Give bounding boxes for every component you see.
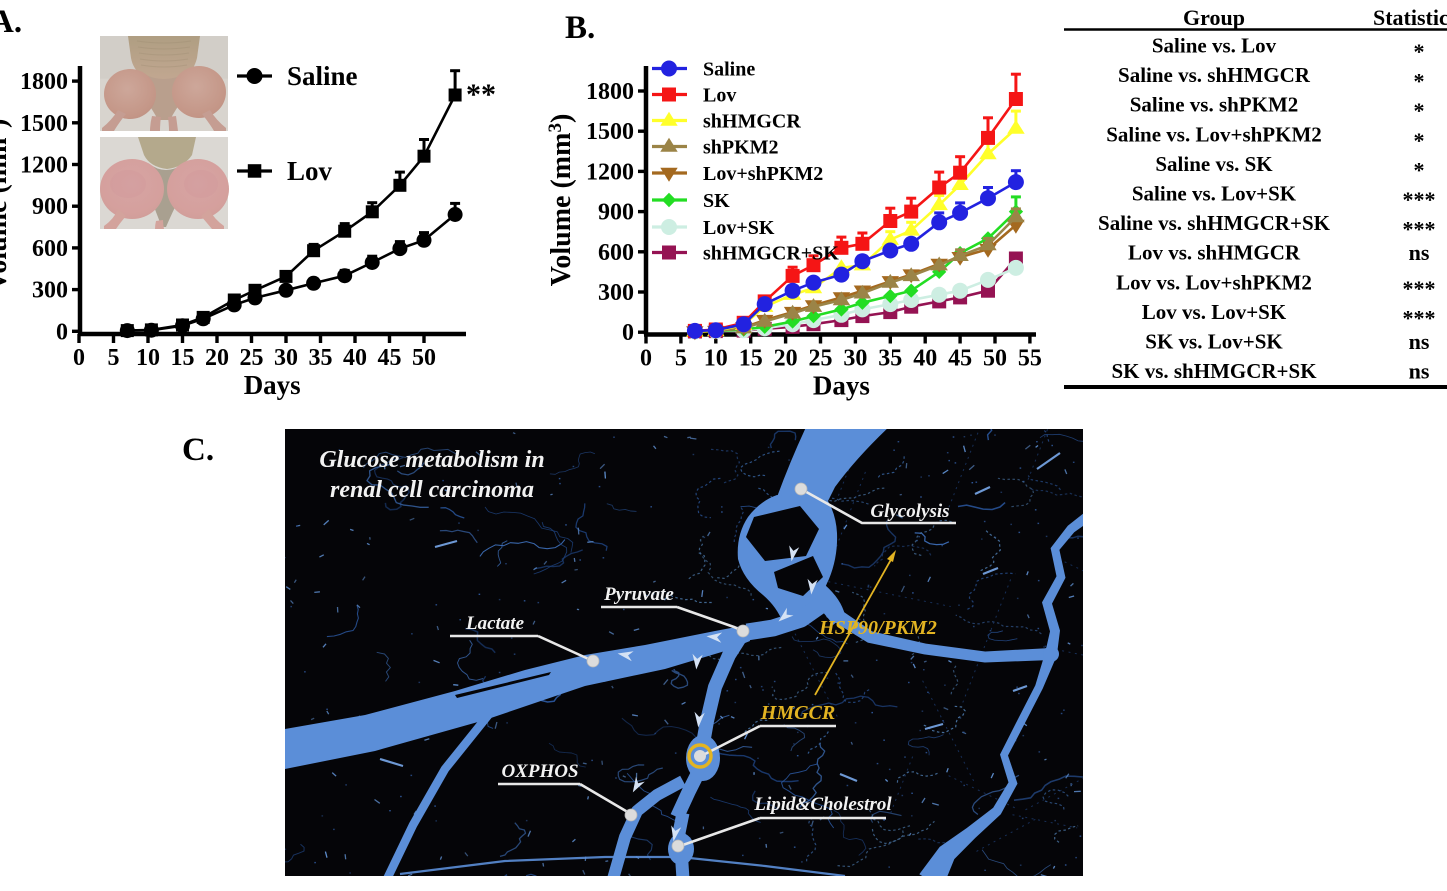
svg-text:ns: ns xyxy=(1409,240,1430,265)
svg-text:50: 50 xyxy=(412,345,436,371)
svg-text:Days: Days xyxy=(244,370,301,400)
svg-text:shHMGCR: shHMGCR xyxy=(703,111,801,133)
svg-text:Saline: Saline xyxy=(287,61,358,91)
svg-text:***: *** xyxy=(1403,305,1436,330)
svg-text:900: 900 xyxy=(32,194,68,220)
svg-text:45: 45 xyxy=(948,346,972,372)
svg-text:25: 25 xyxy=(240,345,264,371)
svg-text:600: 600 xyxy=(598,240,634,266)
svg-text:25: 25 xyxy=(809,346,833,372)
svg-text:40: 40 xyxy=(343,345,367,371)
svg-text:HSP90/PKM2: HSP90/PKM2 xyxy=(818,617,937,639)
svg-text:300: 300 xyxy=(32,278,68,304)
svg-text:Volume (mm3): Volume (mm3) xyxy=(545,114,577,287)
svg-text:Lov: Lov xyxy=(703,85,736,107)
svg-text:600: 600 xyxy=(32,236,68,262)
svg-text:renal cell carcinoma: renal cell carcinoma xyxy=(330,477,534,503)
svg-text:Group: Group xyxy=(1183,5,1245,30)
svg-text:Saline vs. Lov+shPKM2: Saline vs. Lov+shPKM2 xyxy=(1106,122,1322,146)
svg-text:35: 35 xyxy=(878,346,902,372)
svg-text:20: 20 xyxy=(205,345,229,371)
svg-text:Saline vs. shHMGCR+SK: Saline vs. shHMGCR+SK xyxy=(1098,211,1331,235)
svg-text:OXPHOS: OXPHOS xyxy=(501,761,578,782)
svg-text:HMGCR: HMGCR xyxy=(760,702,835,724)
svg-text:Days: Days xyxy=(813,371,870,401)
svg-text:Saline vs. SK: Saline vs. SK xyxy=(1155,152,1273,176)
svg-text:Lactate: Lactate xyxy=(465,613,525,634)
svg-text:45: 45 xyxy=(378,345,402,371)
svg-text:*: * xyxy=(1414,128,1425,153)
svg-text:Lov vs. Lov+SK: Lov vs. Lov+SK xyxy=(1142,300,1287,324)
svg-text:Saline vs. shHMGCR: Saline vs. shHMGCR xyxy=(1118,63,1311,87)
svg-text:Glucose metabolism in: Glucose metabolism in xyxy=(319,447,544,473)
svg-text:0: 0 xyxy=(56,319,68,345)
svg-text:***: *** xyxy=(1403,276,1436,301)
svg-text:1800: 1800 xyxy=(20,69,68,95)
svg-text:Lov+shPKM2: Lov+shPKM2 xyxy=(703,163,823,185)
svg-text:35: 35 xyxy=(309,345,333,371)
svg-text:Lov+SK: Lov+SK xyxy=(703,217,775,239)
svg-text:1200: 1200 xyxy=(20,153,68,179)
svg-text:0: 0 xyxy=(640,346,652,372)
svg-text:0: 0 xyxy=(73,345,85,371)
svg-text:ns: ns xyxy=(1409,329,1430,354)
svg-text:Lov vs. shHMGCR: Lov vs. shHMGCR xyxy=(1128,241,1301,265)
svg-text:Saline vs. Lov+SK: Saline vs. Lov+SK xyxy=(1132,182,1297,206)
svg-text:*: * xyxy=(1414,157,1425,182)
svg-text:Statistic: Statistic xyxy=(1373,5,1447,30)
svg-text:Saline vs. Lov: Saline vs. Lov xyxy=(1152,34,1277,58)
svg-text:ns: ns xyxy=(1409,359,1430,384)
svg-text:0: 0 xyxy=(622,320,634,346)
svg-text:15: 15 xyxy=(739,346,763,372)
svg-text:55: 55 xyxy=(1018,346,1042,372)
svg-text:Saline vs. shPKM2: Saline vs. shPKM2 xyxy=(1130,93,1299,117)
svg-text:Saline: Saline xyxy=(703,59,755,81)
svg-text:*: * xyxy=(1414,39,1425,64)
svg-text:15: 15 xyxy=(171,345,195,371)
svg-text:1800: 1800 xyxy=(586,79,634,105)
svg-text:1500: 1500 xyxy=(20,111,68,137)
svg-text:Pyruvate: Pyruvate xyxy=(603,584,674,605)
svg-text:SK vs. shHMGCR+SK: SK vs. shHMGCR+SK xyxy=(1111,359,1317,383)
svg-text:Glycolysis: Glycolysis xyxy=(870,501,949,522)
svg-text:10: 10 xyxy=(136,345,160,371)
svg-text:20: 20 xyxy=(774,346,798,372)
svg-text:***: *** xyxy=(1403,217,1436,242)
svg-text:5: 5 xyxy=(108,345,120,371)
svg-text:30: 30 xyxy=(843,346,867,372)
svg-text:SK vs. Lov+SK: SK vs. Lov+SK xyxy=(1145,330,1283,354)
svg-text:Lov: Lov xyxy=(287,156,333,186)
svg-text:900: 900 xyxy=(598,200,634,226)
svg-text:*: * xyxy=(1414,69,1425,94)
svg-text:50: 50 xyxy=(983,346,1007,372)
svg-text:SK: SK xyxy=(703,190,730,212)
svg-text:**: ** xyxy=(466,78,496,111)
svg-text:Volume (mm3): Volume (mm3) xyxy=(0,119,13,292)
svg-text:5: 5 xyxy=(675,346,687,372)
svg-text:shPKM2: shPKM2 xyxy=(703,137,779,159)
svg-text:1200: 1200 xyxy=(586,159,634,185)
svg-text:*: * xyxy=(1414,98,1425,123)
svg-text:30: 30 xyxy=(274,345,298,371)
svg-text:10: 10 xyxy=(704,346,728,372)
svg-text:1500: 1500 xyxy=(586,119,634,145)
svg-text:40: 40 xyxy=(913,346,937,372)
svg-text:300: 300 xyxy=(598,280,634,306)
svg-text:***: *** xyxy=(1403,187,1436,212)
svg-text:Lipid&Cholestrol: Lipid&Cholestrol xyxy=(753,794,892,815)
svg-text:Lov vs. Lov+shPKM2: Lov vs. Lov+shPKM2 xyxy=(1116,270,1312,294)
svg-text:shHMGCR+SK: shHMGCR+SK xyxy=(703,243,839,265)
